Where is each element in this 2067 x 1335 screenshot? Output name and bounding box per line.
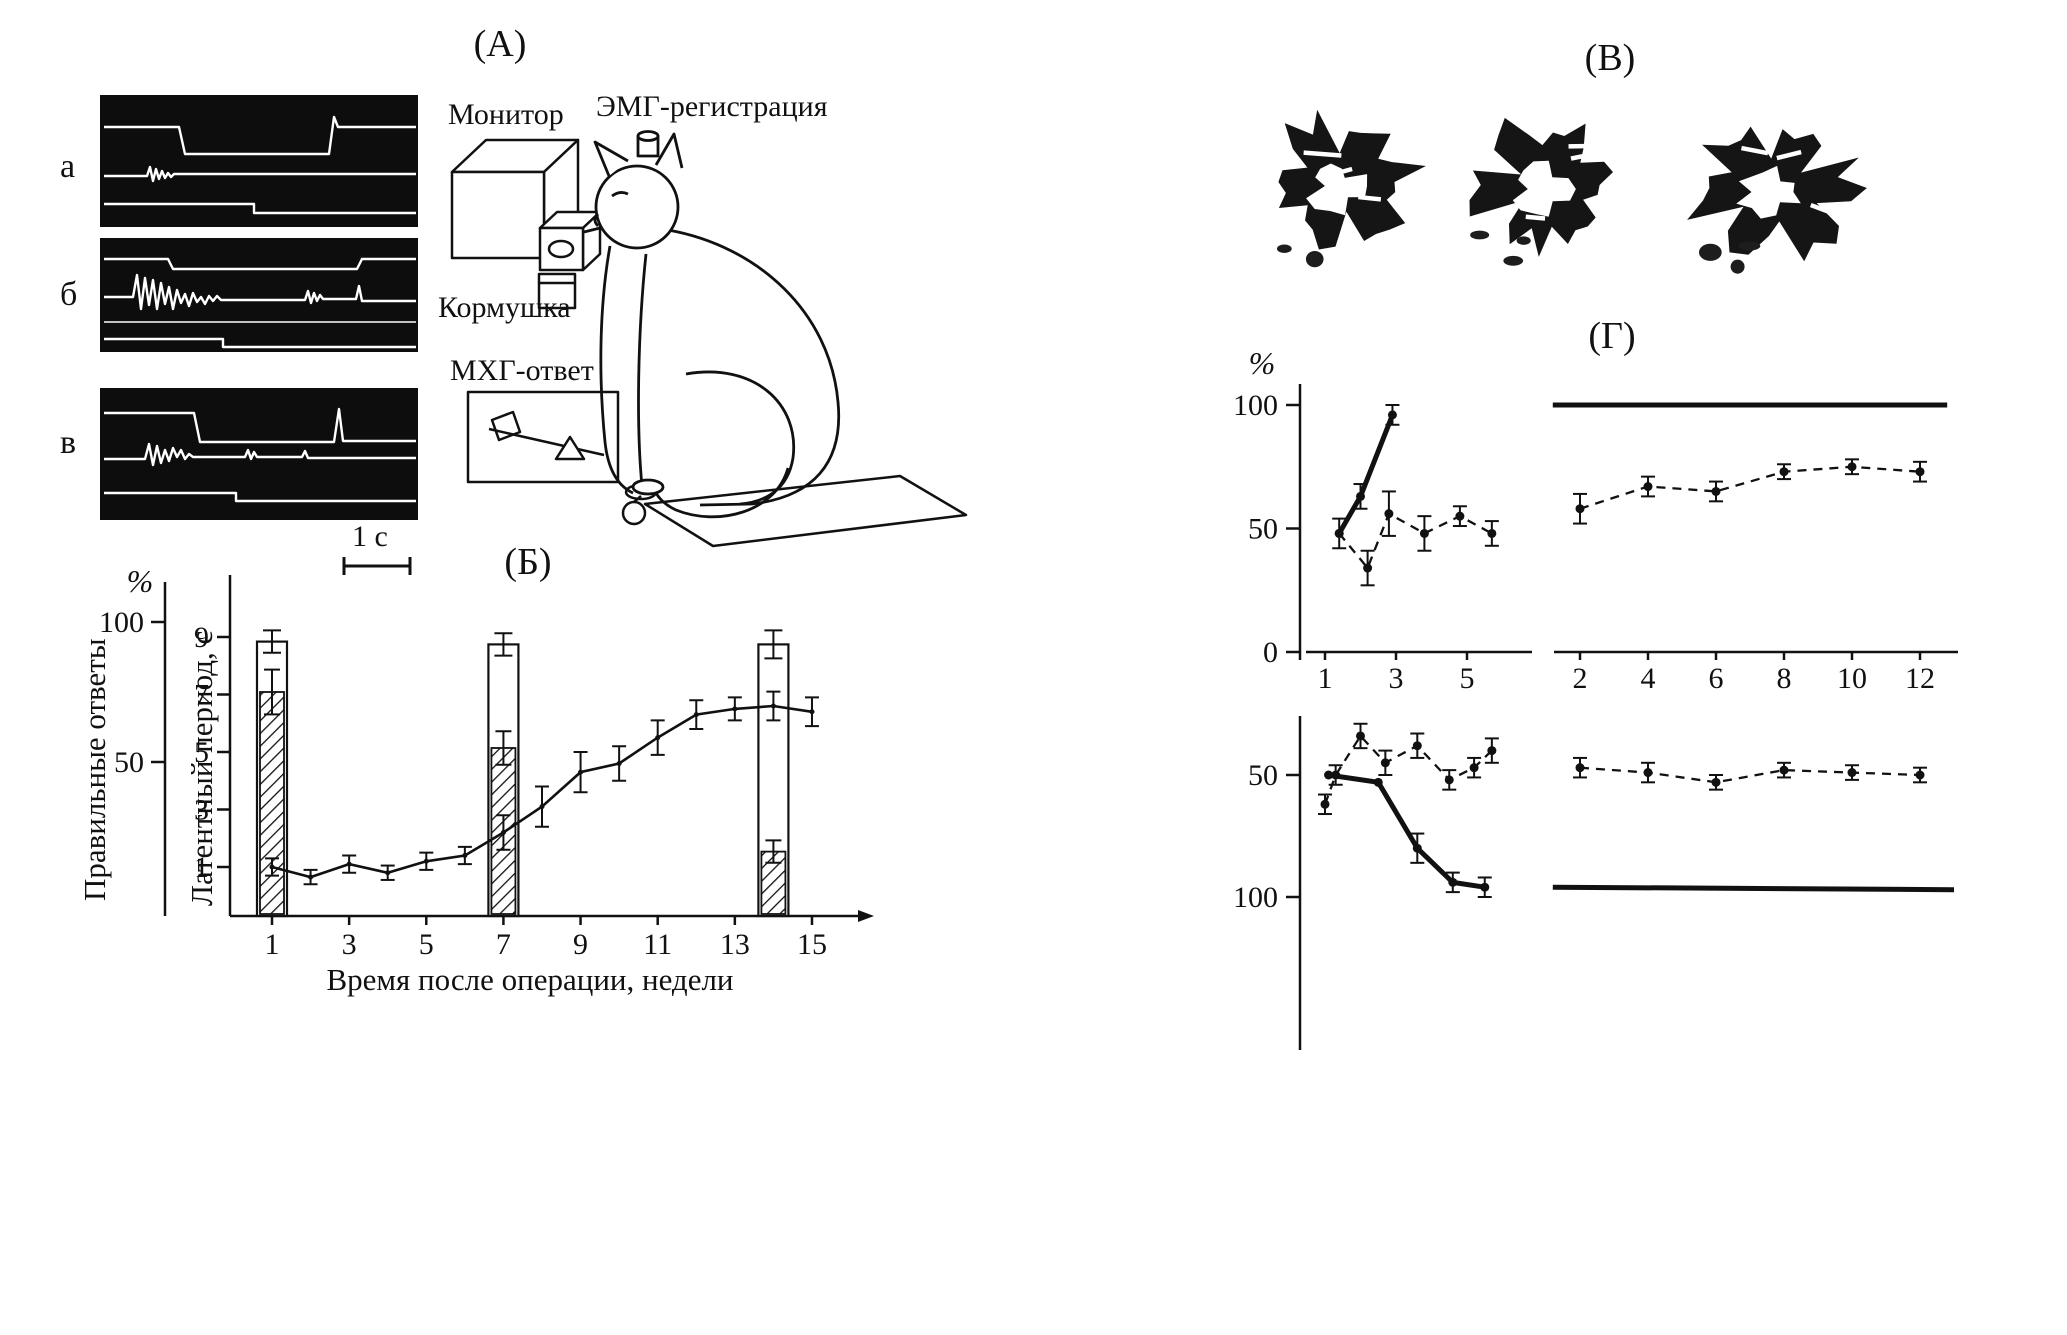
series-left-dashed: [1332, 490, 1499, 587]
trace-label-b: б: [60, 276, 78, 313]
cat-front-leg: [637, 253, 648, 487]
emg-strip-a: [100, 95, 418, 227]
cat-illustration: [583, 130, 841, 519]
response-label: МХГ-ответ: [450, 354, 594, 387]
tick-label: 5: [419, 928, 434, 961]
cat-chest: [599, 245, 634, 495]
tick-label: 100: [99, 606, 144, 639]
chart-g-bottom: 50 100: [1233, 716, 1955, 1050]
trace-label-v: в: [60, 424, 77, 461]
tick-label: 100: [1233, 881, 1278, 914]
tick-label: 7: [194, 679, 209, 712]
cat-ear-right: [654, 132, 684, 169]
emg-traces: [104, 115, 416, 503]
feeder-label: Кормушка: [438, 291, 571, 324]
tick-label: 10: [1837, 662, 1867, 695]
panel-b-title: (Б): [504, 541, 552, 583]
tick-label: %: [127, 563, 154, 599]
tick-label: 5: [194, 736, 209, 769]
series-left-dashed: [1318, 722, 1499, 816]
cat-ear-left: [593, 140, 629, 177]
cat-paw: [631, 478, 665, 496]
panel-g-title: (Г): [1588, 315, 1636, 357]
series-left-decline-solid: [1324, 770, 1492, 898]
tick-label: 9: [573, 928, 588, 961]
experiment-apparatus-diagram: [342, 130, 968, 575]
y-axis-title-latency: Латентный период, с: [184, 630, 219, 906]
scale-bar: [342, 557, 412, 575]
y-axis-title-percent: Правильные ответы: [77, 638, 112, 902]
series-right-dashed: [1573, 756, 1927, 791]
tick-label: 8: [1777, 662, 1792, 695]
cat-back: [667, 228, 841, 507]
tick-label: 3: [1389, 662, 1404, 695]
tick-label: 0: [1263, 636, 1278, 669]
monitor-box: [450, 138, 602, 272]
monitor-label: Монитор: [448, 98, 564, 131]
series-left-rise-solid: [1334, 404, 1400, 538]
tick-label: 15: [797, 928, 827, 961]
emg-registration-label: ЭМГ-регистрация: [596, 90, 828, 123]
cat-muzzle: [583, 213, 601, 234]
tick-label: 3: [194, 794, 209, 827]
tick-label: %: [1249, 345, 1276, 381]
response-sensor: [621, 500, 647, 526]
response-device: [466, 390, 658, 526]
tick-label: 2: [1573, 662, 1588, 695]
x-axis-title: Время после операции, недели: [326, 962, 734, 997]
tick-label: 50: [1248, 759, 1278, 792]
cat-haunch: [685, 370, 796, 506]
series-right-dashed: [1573, 458, 1927, 525]
emg-strip-v: [100, 388, 418, 520]
tick-label: 5: [1460, 662, 1475, 695]
cat-eye: [611, 191, 629, 198]
tick-label: 13: [720, 928, 750, 961]
tick-label: 1: [194, 851, 209, 884]
tick-label: 50: [1248, 513, 1278, 546]
tick-label: 3: [342, 928, 357, 961]
brain-sections: [1276, 109, 1867, 274]
trace-label-a: а: [60, 148, 76, 185]
bar-hatched: [490, 747, 517, 915]
emg-electrode: [636, 130, 660, 158]
panel-a-title: (А): [473, 23, 527, 65]
cat-head: [594, 164, 680, 250]
bar-hatched: [259, 691, 285, 915]
brain-section-2: [1469, 117, 1613, 266]
series-right-floor-solid: [1552, 884, 1955, 893]
mat: [643, 474, 968, 548]
brain-section-1: [1276, 109, 1426, 268]
panel-v-title: (В): [1584, 37, 1636, 79]
tick-label: 1: [265, 928, 280, 961]
brain-section-3: [1687, 126, 1867, 274]
emg-recording-strips: [100, 95, 418, 520]
tick-label: 50: [114, 746, 144, 779]
tick-label: 4: [1641, 662, 1656, 695]
feeder-box: [537, 272, 577, 310]
tick-label: 6: [1709, 662, 1724, 695]
tick-label: 100: [1233, 389, 1278, 422]
scalebar-label: 1 с: [352, 520, 388, 553]
tick-label: 11: [643, 928, 672, 961]
emg-strip-b: [100, 238, 418, 352]
tick-label: 1: [1318, 662, 1333, 695]
tick-label: 7: [496, 928, 511, 961]
tick-label: 12: [1905, 662, 1935, 695]
tick-label: 9: [194, 621, 209, 654]
chart-g-top: % 100 50 0 1 3 5 2 4 6 8 10 12: [1233, 345, 1958, 695]
